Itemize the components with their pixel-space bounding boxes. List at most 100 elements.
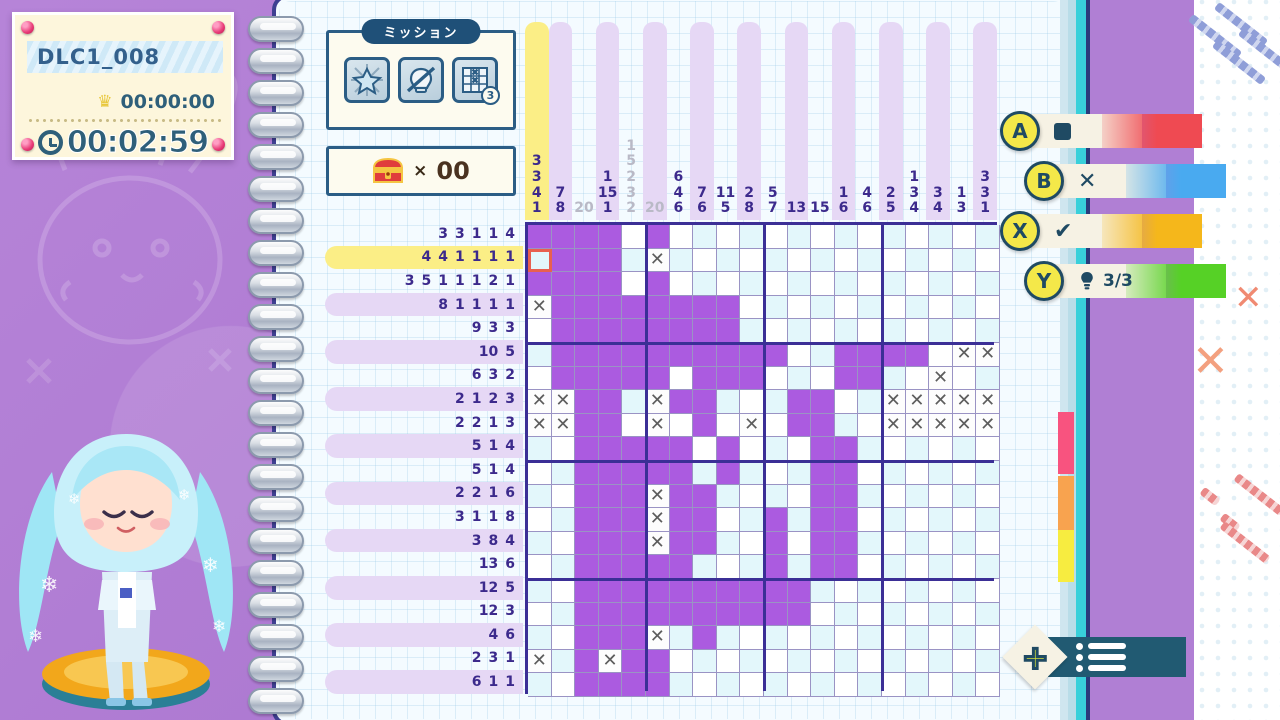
grid-cell-r9-c14[interactable]	[834, 413, 859, 438]
grid-cell-r18-c20[interactable]	[976, 626, 1000, 650]
plus-icon[interactable]: +	[1002, 624, 1068, 690]
grid-cell-r20-c7[interactable]	[669, 673, 694, 697]
grid-cell-r10-c5[interactable]	[622, 437, 646, 461]
grid-cell-r1-c11[interactable]	[764, 225, 788, 249]
grid-cell-r2-c11[interactable]	[764, 248, 788, 273]
grid-cell-r15-c15[interactable]	[858, 555, 882, 579]
grid-cell-r14-c16[interactable]	[882, 531, 906, 556]
grid-cell-r1-c13[interactable]	[811, 225, 835, 249]
grid-cell-r8-c13[interactable]	[811, 390, 835, 414]
grid-cell-r19-c2[interactable]	[551, 649, 576, 674]
grid-cell-r19-c14[interactable]	[834, 649, 859, 674]
grid-cell-r7-c9[interactable]	[716, 366, 741, 391]
grid-cell-r1-c19[interactable]	[952, 225, 977, 249]
grid-cell-r7-c14[interactable]	[834, 366, 859, 391]
grid-cell-r18-c7[interactable]	[669, 626, 694, 650]
grid-cell-r9-c9[interactable]	[716, 413, 741, 438]
grid-cell-r13-c13[interactable]	[811, 508, 835, 532]
grid-cell-r9-c2[interactable]	[551, 413, 576, 438]
grid-cell-r15-c17[interactable]	[905, 555, 930, 579]
grid-cell-r17-c2[interactable]	[551, 602, 576, 627]
grid-cell-r1-c9[interactable]	[716, 225, 741, 249]
grid-cell-r13-c12[interactable]	[787, 508, 812, 532]
grid-cell-r10-c8[interactable]	[693, 437, 717, 461]
grid-cell-r5-c6[interactable]	[646, 319, 670, 343]
grid-cell-r9-c13[interactable]	[811, 413, 835, 438]
grid-cell-r9-c1[interactable]	[528, 413, 552, 438]
grid-cell-r14-c7[interactable]	[669, 531, 694, 556]
grid-cell-r13-c6[interactable]	[646, 508, 670, 532]
grid-cell-r14-c2[interactable]	[551, 531, 576, 556]
grid-cell-r14-c4[interactable]	[598, 531, 623, 556]
grid-cell-r7-c17[interactable]	[905, 366, 930, 391]
grid-cell-r11-c17[interactable]	[905, 461, 930, 485]
list-menu-icon[interactable]	[1048, 637, 1186, 677]
grid-cell-r2-c4[interactable]	[598, 248, 623, 273]
grid-cell-r6-c12[interactable]	[787, 343, 812, 367]
grid-cell-r4-c5[interactable]	[622, 295, 646, 320]
grid-cell-r10-c12[interactable]	[787, 437, 812, 461]
grid-cell-r19-c18[interactable]	[929, 649, 953, 674]
grid-cell-r16-c14[interactable]	[834, 579, 859, 603]
grid-cell-r19-c19[interactable]	[952, 649, 977, 674]
grid-cell-r19-c6[interactable]	[646, 649, 670, 674]
grid-cell-r20-c9[interactable]	[716, 673, 741, 697]
grid-cell-r14-c15[interactable]	[858, 531, 882, 556]
grid-cell-r9-c12[interactable]	[787, 413, 812, 438]
grid-cell-r8-c11[interactable]	[764, 390, 788, 414]
grid-cell-r6-c3[interactable]	[575, 343, 599, 367]
grid-cell-r8-c1[interactable]	[528, 390, 552, 414]
grid-cell-r18-c9[interactable]	[716, 626, 741, 650]
grid-cell-r10-c17[interactable]	[905, 437, 930, 461]
grid-cell-r15-c7[interactable]	[669, 555, 694, 579]
grid-cell-r6-c5[interactable]	[622, 343, 646, 367]
grid-cell-r1-c14[interactable]	[834, 225, 859, 249]
grid-cell-r18-c13[interactable]	[811, 626, 835, 650]
grid-cell-r10-c2[interactable]	[551, 437, 576, 461]
grid-cell-r19-c15[interactable]	[858, 649, 882, 674]
grid-cell-r11-c16[interactable]	[882, 461, 906, 485]
grid-cell-r1-c1[interactable]	[528, 225, 552, 249]
grid-cell-r4-c3[interactable]	[575, 295, 599, 320]
grid-cell-r16-c19[interactable]	[952, 579, 977, 603]
row-clue-6[interactable]: 10 5	[325, 339, 523, 364]
grid-cell-r11-c10[interactable]	[740, 461, 764, 485]
grid-cell-r9-c10[interactable]	[740, 413, 764, 438]
grid-cell-r3-c9[interactable]	[716, 272, 741, 296]
grid-cell-r9-c16[interactable]	[882, 413, 906, 438]
grid-cell-r2-c5[interactable]	[622, 248, 646, 273]
grid-cell-r12-c15[interactable]	[858, 484, 882, 509]
grid-cell-r19-c11[interactable]	[764, 649, 788, 674]
grid-cell-r17-c10[interactable]	[740, 602, 764, 627]
grid-cell-r14-c17[interactable]	[905, 531, 930, 556]
grid-cell-r16-c17[interactable]	[905, 579, 930, 603]
grid-cell-r4-c2[interactable]	[551, 295, 576, 320]
grid-cell-r10-c16[interactable]	[882, 437, 906, 461]
grid-cell-r18-c19[interactable]	[952, 626, 977, 650]
grid-cell-r11-c12[interactable]	[787, 461, 812, 485]
grid-cell-r17-c15[interactable]	[858, 602, 882, 627]
grid-cell-r2-c7[interactable]	[669, 248, 694, 273]
grid-cell-r4-c17[interactable]	[905, 295, 930, 320]
grid-cell-r12-c20[interactable]	[976, 484, 1000, 509]
grid-cell-r1-c18[interactable]	[929, 225, 953, 249]
grid-cell-r10-c4[interactable]	[598, 437, 623, 461]
grid-cell-r6-c14[interactable]	[834, 343, 859, 367]
grid-cell-r1-c15[interactable]	[858, 225, 882, 249]
grid-cell-r7-c15[interactable]	[858, 366, 882, 391]
grid-cell-r9-c19[interactable]	[952, 413, 977, 438]
grid-cell-r3-c15[interactable]	[858, 272, 882, 296]
grid-cell-r9-c7[interactable]	[669, 413, 694, 438]
grid-cell-r20-c18[interactable]	[929, 673, 953, 697]
grid-cell-r6-c8[interactable]	[693, 343, 717, 367]
grid-cell-r13-c18[interactable]	[929, 508, 953, 532]
grid-cell-r8-c8[interactable]	[693, 390, 717, 414]
grid-cell-r11-c11[interactable]	[764, 461, 788, 485]
grid-cell-r17-c19[interactable]	[952, 602, 977, 627]
grid-cell-r16-c3[interactable]	[575, 579, 599, 603]
grid-cell-r8-c17[interactable]	[905, 390, 930, 414]
grid-cell-r10-c6[interactable]	[646, 437, 670, 461]
